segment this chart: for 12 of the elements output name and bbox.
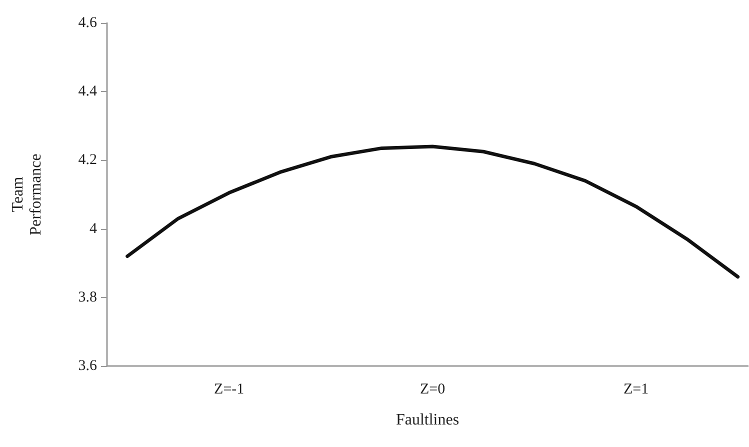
y-axis-title: Team Performance [10, 154, 44, 236]
y-tick-label: 4 [90, 220, 98, 237]
y-tick-label: 3.8 [78, 289, 97, 306]
y-tick-label: 4.4 [78, 84, 98, 100]
line-series [126, 144, 740, 279]
x-axis-title: Faultlines [396, 412, 460, 428]
x-tick-label: Z=0 [420, 382, 446, 398]
x-tick-label: Z=1 [624, 382, 649, 398]
y-tick-label: 4.2 [78, 152, 97, 168]
x-tick-label: Z=-1 [214, 382, 244, 398]
y-tick-label: 4.6 [78, 15, 98, 31]
y-tick-label: 3.6 [78, 358, 98, 374]
